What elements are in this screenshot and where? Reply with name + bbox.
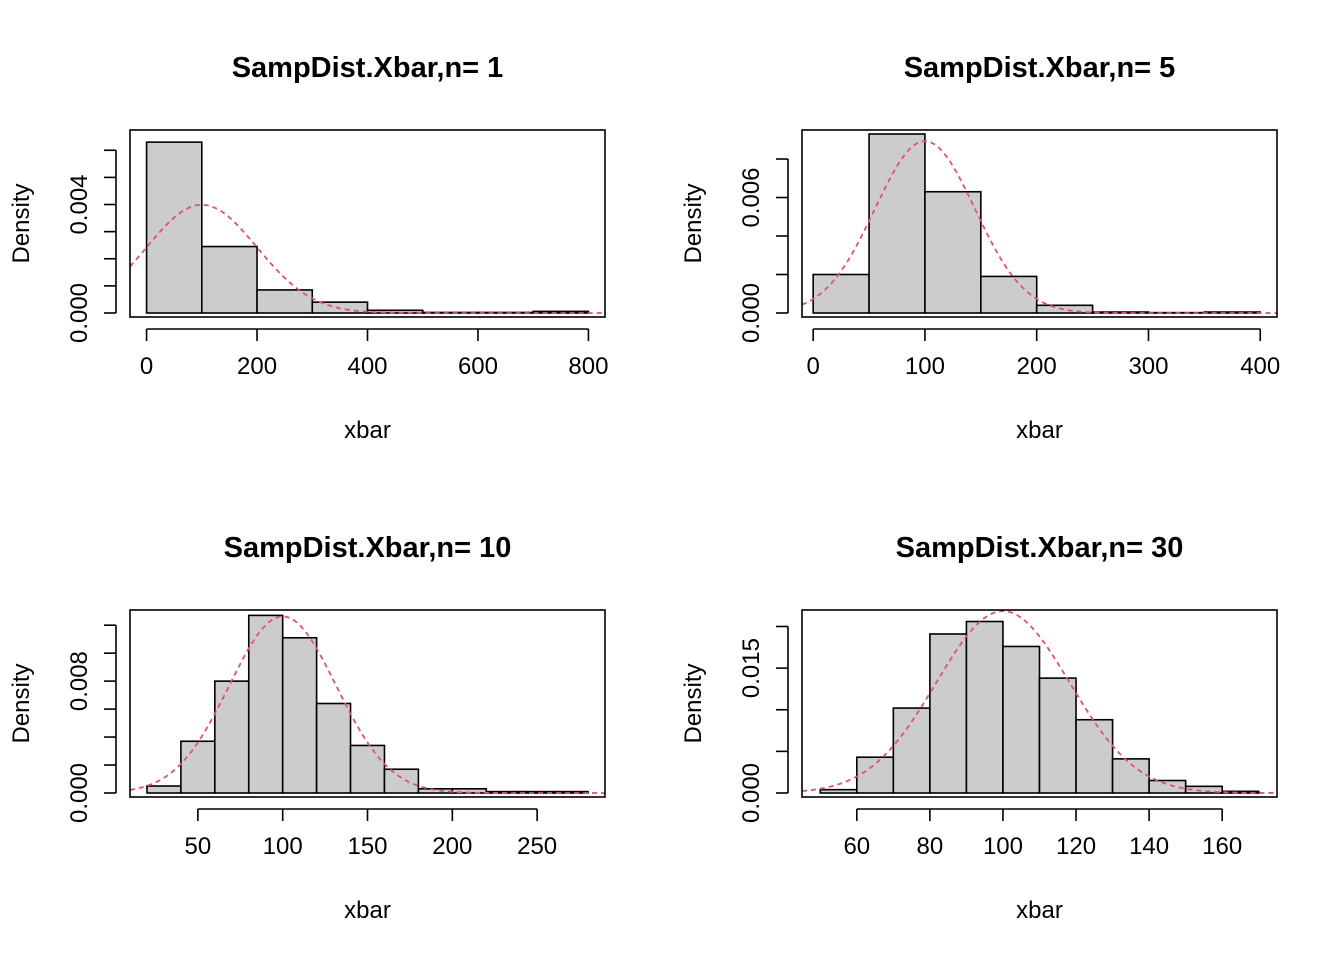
histogram-bar [421,311,479,314]
x-tick-label: 80 [917,833,944,860]
histogram-panel-3: SampDist.Xbar,n= 10 50 100 150 200 250 xbar 0.0… [8,532,606,924]
histogram-bar [1002,645,1041,794]
x-tick-label: 400 [347,353,387,380]
plot-frame [801,129,1278,318]
y-tick-label: 0.004 [66,174,93,234]
y-tick-label: 0.000 [66,763,93,823]
histogram-panel-2: SampDist.Xbar,n= 5 0 100 200 300 400 xbar 0.000… [680,52,1280,444]
histogram-bar [417,788,454,794]
histogram-bar [383,768,420,794]
histogram-bar [180,740,216,794]
histogram-bar [1038,677,1077,794]
y-tick-label: 0.008 [66,651,93,711]
x-axis-label: xbar [1016,417,1063,444]
x-tick-label: 100 [905,353,945,380]
x-tick-label: 120 [1056,833,1096,860]
normal-density-curve [802,140,1277,314]
x-axis-label: xbar [344,417,391,444]
y-tick-label: 0.000 [738,283,765,343]
histogram-bar [1075,718,1114,794]
chart-title: SampDist.Xbar,n= 10 [224,532,512,564]
x-tick-label: 50 [185,833,212,860]
x-tick-label: 60 [843,833,870,860]
y-axis-label: Density [680,663,707,743]
chart-title: SampDist.Xbar,n= 5 [904,52,1176,84]
histogram-bar [1221,790,1260,794]
histogram-bar [812,273,870,314]
histogram-panel-1: SampDist.Xbar,n= 1 0 200 400 600 800 xbar 0.000… [8,52,608,444]
x-tick-label: 160 [1202,833,1242,860]
normal-density-curve [130,615,605,794]
histogram-bar [965,620,1004,794]
y-tick-label: 0.000 [66,283,93,343]
x-tick-label: 150 [347,833,387,860]
x-tick-label: 140 [1129,833,1169,860]
histogram-bar [856,756,895,794]
histogram-bar [929,633,968,794]
x-tick-label: 100 [263,833,303,860]
histogram-panel-4: SampDist.Xbar,n= 30 60 80 100 120 140 160 xbar 0… [680,532,1278,924]
normal-density-curve [130,203,605,314]
x-tick-label: 100 [983,833,1023,860]
y-tick-label: 0.006 [738,167,765,227]
x-tick-label: 200 [1017,353,1057,380]
histogram-bar [1184,785,1223,794]
chart-title: SampDist.Xbar,n= 1 [232,52,504,84]
x-tick-label: 800 [568,353,608,380]
x-tick-label: 300 [1128,353,1168,380]
histogram-bar [281,636,318,794]
histogram-bar [145,141,203,314]
histogram-bar [924,190,982,314]
plot-frame [129,129,606,318]
histogram-bar [1035,304,1094,314]
x-axis-label: xbar [344,897,391,924]
histogram-bar [214,680,250,794]
x-tick-label: 200 [237,353,277,380]
x-tick-label: 200 [432,833,472,860]
y-axis-label: Density [680,183,707,263]
histogram-bar [315,702,352,794]
histogram-bar [349,744,386,794]
histogram-bar [247,614,284,794]
histogram-bar [819,788,858,794]
histogram-bar [868,133,926,314]
y-axis-label: Density [8,183,35,263]
y-tick-label: 0.000 [738,763,765,823]
x-tick-label: 250 [517,833,557,860]
x-tick-label: 0 [140,353,153,380]
plot-frame [129,609,606,798]
y-axis-label: Density [8,663,35,743]
x-tick-label: 600 [458,353,498,380]
histogram-bar [201,245,258,314]
histogram-bar [892,707,931,794]
x-tick-label: 0 [806,353,819,380]
chart-title: SampDist.Xbar,n= 30 [896,532,1184,564]
normal-density-curve [802,610,1277,794]
y-tick-label: 0.015 [738,638,765,698]
histogram-bar [980,275,1038,314]
x-axis-label: xbar [1016,897,1063,924]
x-tick-label: 400 [1240,353,1280,380]
plot-frame [801,609,1278,798]
histogram-bar [146,785,182,794]
